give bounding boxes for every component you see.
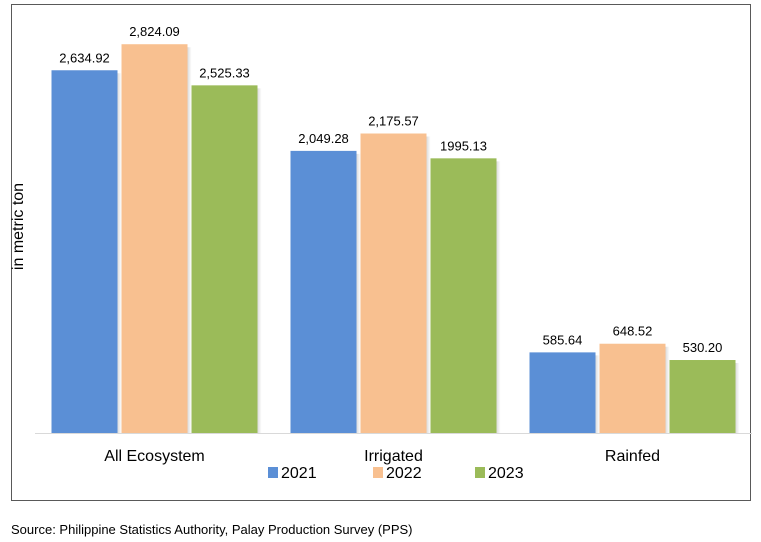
bar-shadow <box>117 73 122 434</box>
y-axis-label: in metric ton <box>10 183 27 270</box>
bar-2022-irrigated <box>360 133 427 434</box>
bar-shadow <box>356 153 361 433</box>
category-labels-layer: All Ecosystem Irrigated Rainfed <box>104 448 660 465</box>
category-label: Rainfed <box>605 448 660 465</box>
bar-2023-rainfed <box>669 360 736 433</box>
bar-2022-rainfed <box>599 343 666 433</box>
bar-2023-irrigated <box>430 158 497 433</box>
data-label: 2,824.09 <box>129 24 180 39</box>
legend-swatch-2023 <box>475 467 485 478</box>
bar-shadow <box>665 346 670 433</box>
bar-shadow <box>257 88 262 433</box>
data-label: 585.64 <box>543 332 583 347</box>
bar-2021-all-ecosystem <box>51 70 118 434</box>
bar-shadow <box>595 355 600 433</box>
bar-shadow <box>735 363 740 433</box>
bars-layer <box>51 44 740 434</box>
data-label: 2,049.28 <box>298 131 349 146</box>
legend: 2021 2022 2023 <box>268 465 524 482</box>
legend-label-2022: 2022 <box>386 465 422 482</box>
bar-shadow <box>187 47 192 433</box>
data-labels-layer: 2,634.92 2,824.09 2,525.33 2,049.28 2,175.57… <box>59 24 722 355</box>
legend-label-2023: 2023 <box>488 465 524 482</box>
bar-shadow <box>426 136 431 434</box>
category-label: Irrigated <box>364 448 423 465</box>
data-label: 2,634.92 <box>59 50 110 65</box>
data-label: 2,175.57 <box>368 113 419 128</box>
data-label: 1995.13 <box>440 138 487 153</box>
legend-label-2021: 2021 <box>281 465 317 482</box>
bar-2022-all-ecosystem <box>121 44 188 433</box>
category-label: All Ecosystem <box>104 448 204 465</box>
source-note: Source: Philippine Statistics Authority,… <box>11 522 413 537</box>
data-label: 648.52 <box>613 324 653 339</box>
legend-swatch-2021 <box>268 467 278 478</box>
bar-2023-all-ecosystem <box>191 85 258 433</box>
bar-shadow <box>496 161 501 433</box>
data-label: 2,525.33 <box>199 65 250 80</box>
data-label: 530.20 <box>683 340 723 355</box>
bar-2021-rainfed <box>529 352 596 433</box>
bar-2021-irrigated <box>290 150 357 433</box>
legend-swatch-2022 <box>373 467 383 478</box>
